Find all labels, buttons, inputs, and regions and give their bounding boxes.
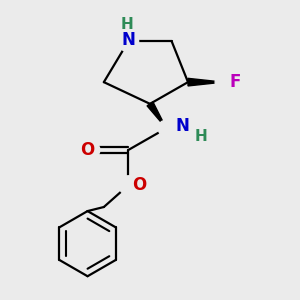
Text: N: N	[176, 117, 190, 135]
Circle shape	[158, 120, 174, 136]
Text: N: N	[121, 31, 135, 49]
Polygon shape	[147, 102, 166, 128]
Circle shape	[119, 176, 138, 195]
Text: O: O	[80, 141, 95, 159]
Text: H: H	[121, 17, 133, 32]
Circle shape	[215, 74, 231, 90]
Text: H: H	[195, 130, 208, 145]
Text: F: F	[229, 73, 240, 91]
Text: O: O	[133, 176, 147, 194]
Circle shape	[81, 140, 100, 160]
Circle shape	[118, 31, 139, 52]
Polygon shape	[188, 78, 223, 86]
